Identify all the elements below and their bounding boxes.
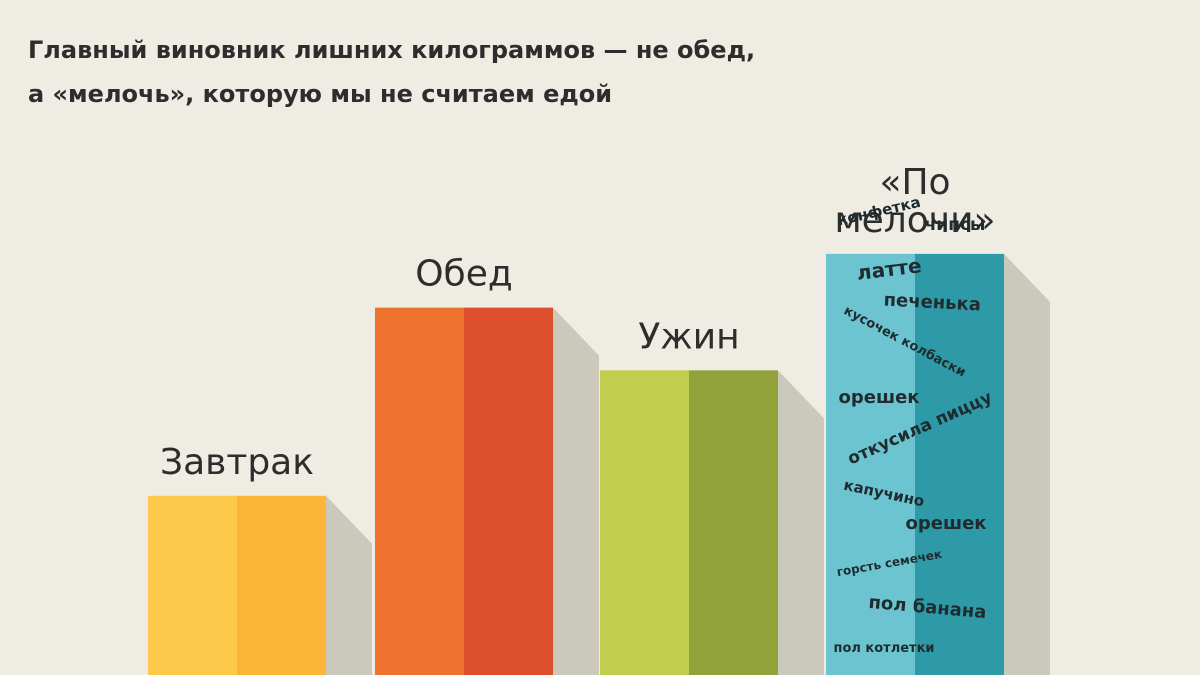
bar-1-right [237,495,326,675]
snack-label: орешек [839,387,920,408]
chart-title: Главный виновник лишних килограммов — не… [28,28,888,116]
bar-2-left [375,307,464,675]
snack-label: орешек [906,513,987,534]
bar-3-left [600,370,689,675]
snack-label: печенька [883,289,981,315]
title-line-2: а «мелочь», которую мы не считаем едой [28,80,613,108]
category-label: Завтрак [160,442,314,483]
title-line-1: Главный виновник лишних килограммов — не… [28,36,756,64]
bar-shadow [326,495,372,675]
bar-4-left [826,253,915,675]
snack-label: чипсы [925,215,986,235]
bar-1-left [148,495,237,675]
bar-2-right [464,307,553,675]
bar-shadow [778,370,824,675]
bar-shadow [1004,253,1050,675]
bar-4-right [915,253,1004,675]
category-label: «По мелочи» [834,162,995,241]
snack-label: пол котлетки [833,641,934,656]
bar-shadow [553,307,599,675]
category-label: Ужин [638,316,739,357]
bar-3-right [689,370,778,675]
bars-group: Завтрак Обед Ужин «По мелочи» [148,162,1050,675]
category-label: Обед [415,254,513,295]
